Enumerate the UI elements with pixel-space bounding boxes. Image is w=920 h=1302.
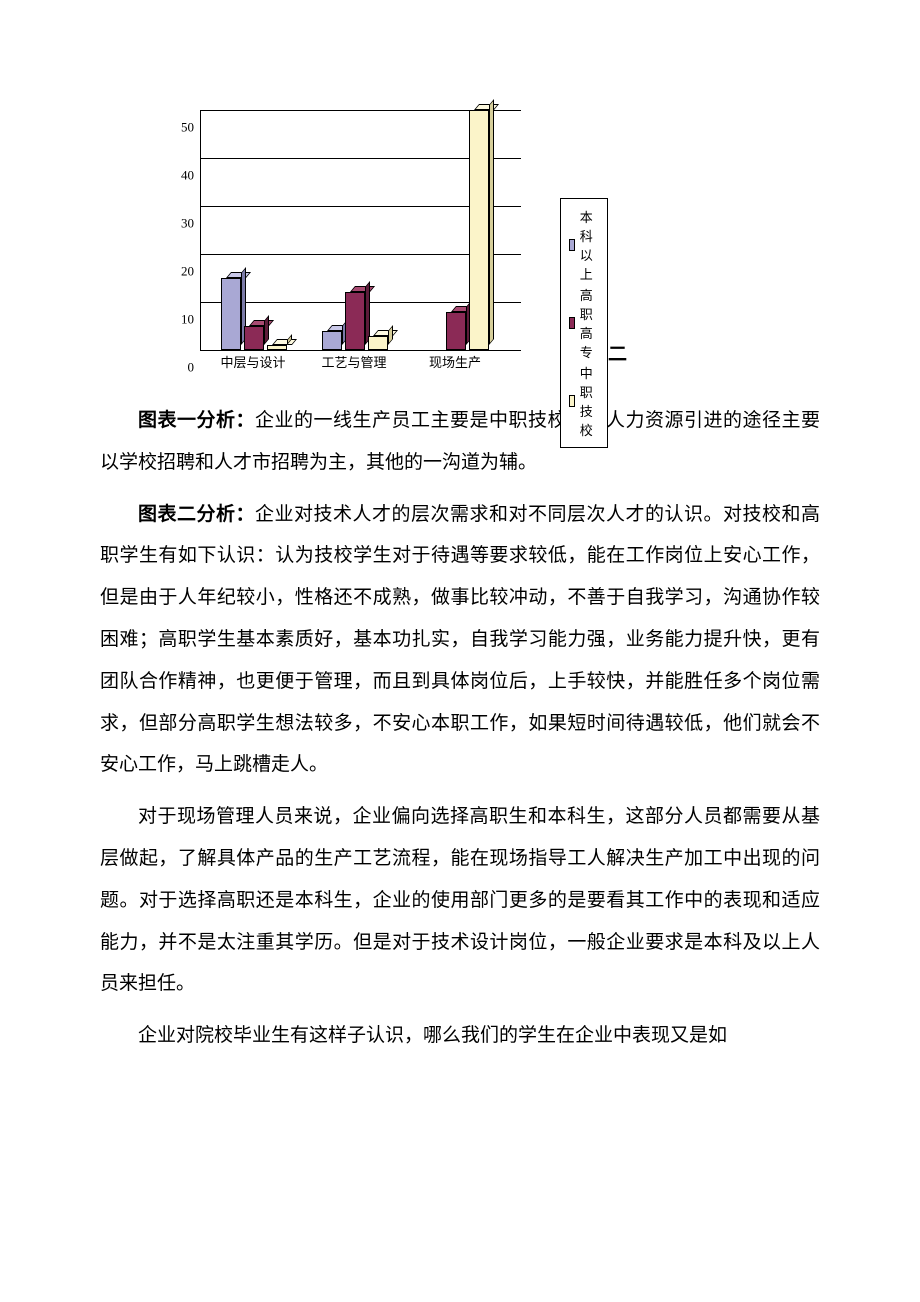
ytick-label: 0	[160, 360, 194, 395]
xcat-label: 中层与设计	[203, 352, 303, 371]
legend-swatch	[569, 395, 575, 407]
bar-group	[322, 292, 388, 350]
legend-label: 中职技校	[580, 363, 599, 439]
legend-item: 本科以上	[569, 207, 599, 283]
ytick-label: 20	[160, 264, 194, 299]
legend-item: 中职技校	[569, 363, 599, 439]
paragraph-4: 企业对院校毕业生有这样子认识，哪么我们的学生在企业中表现又是如	[100, 1015, 820, 1057]
paragraph-2: 图表二分析：企业对技术人才的层次需求和对不同层次人才的认识。对技校和高职学生有如…	[100, 494, 820, 787]
document-page: 0 10 20 30 40 50 中层与设计工艺与管理现场生产 本科以上高职高专中职技校 图表…	[0, 0, 920, 1127]
ytick-label: 10	[160, 312, 194, 347]
legend-swatch	[569, 317, 575, 329]
ytick-label: 50	[160, 120, 194, 155]
p1-lead: 图表一分析：	[138, 410, 255, 431]
paragraph-1: 图表一分析：企业的一线生产员工主要是中职技校生，人力资源引进的途径主要以学校招聘…	[100, 400, 820, 484]
legend-label: 高职高专	[580, 285, 599, 361]
bar	[368, 336, 388, 350]
xcat-label: 现场生产	[405, 352, 505, 371]
paragraph-3: 对于现场管理人员来说，企业偏向选择高职生和本科生，这部分人员都需要从基层做起，了…	[100, 796, 820, 1005]
bar	[267, 345, 287, 350]
xcat-label: 工艺与管理	[304, 352, 404, 371]
bar	[322, 331, 342, 350]
bar	[221, 278, 241, 350]
plot-area	[200, 110, 521, 351]
legend-item: 高职高专	[569, 285, 599, 361]
bar	[469, 110, 489, 350]
bar-chart: 01020304050中层与设计工艺与管理现场生产本科以上高职高专中职技校	[160, 100, 540, 370]
legend-swatch	[569, 239, 575, 251]
p2-body: 企业对技术人才的层次需求和对不同层次人才的认识。对技校和高职学生有如下认识：认为…	[100, 504, 820, 776]
bar-group	[221, 278, 287, 350]
legend-label: 本科以上	[580, 207, 599, 283]
bar	[446, 312, 466, 350]
bar	[244, 326, 264, 350]
bar	[345, 292, 365, 350]
chart-block: 01020304050中层与设计工艺与管理现场生产本科以上高职高专中职技校 图表…	[160, 100, 820, 370]
p2-lead: 图表二分析：	[138, 504, 255, 525]
legend: 本科以上高职高专中职技校	[560, 198, 608, 448]
bar-group	[423, 110, 489, 350]
ytick-label: 40	[160, 168, 194, 203]
ytick-label: 30	[160, 216, 194, 251]
